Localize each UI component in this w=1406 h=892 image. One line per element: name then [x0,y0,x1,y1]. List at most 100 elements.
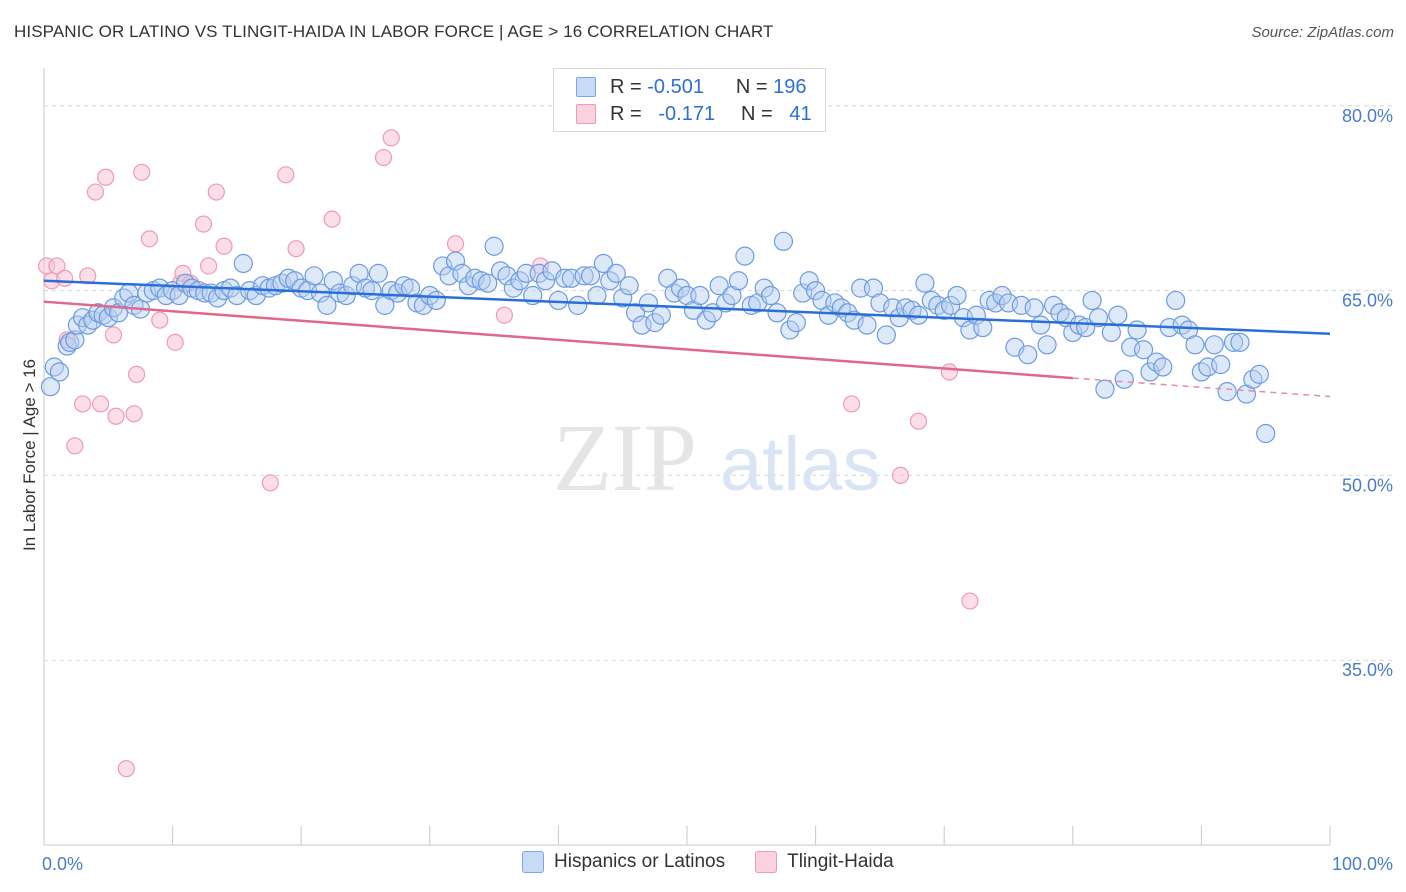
hispanic-point [233,253,253,274]
tlingit-point [125,405,143,423]
grid-lines [44,105,1394,661]
series-hispanics [40,231,1276,444]
tlingit-point [940,363,958,381]
hispanic-point [336,285,356,306]
hispanic-point [1191,362,1212,382]
hispanic-point [1172,315,1192,335]
hispanic-point [1204,335,1224,355]
hispanic-point [1024,298,1044,318]
source-label: Source: ZipAtlas.com [1251,24,1394,41]
hispanic-point [65,330,85,350]
hispanic-point [696,310,716,330]
series-legend: Hispanics or Latinos Tlingit-Haida [522,851,924,873]
hispanic-point [947,285,967,306]
tlingit-point [200,257,218,275]
hispanic-point [1223,332,1244,352]
hispanic-point [934,300,954,320]
hispanic-point [1140,362,1160,382]
legend-n-label: N = [735,75,768,98]
hispanic-point [510,271,530,291]
trend-lines [43,279,1331,398]
hispanic-point [445,251,466,271]
hispanic-point [1211,354,1231,375]
hispanic-point [773,231,794,251]
hispanic-point [1153,357,1173,377]
hispanic-point [973,317,993,338]
legend-row-tlingit: R = -0.171 N = 41 [576,101,812,127]
hispanic-point [754,278,774,298]
chart-title: HISPANIC OR LATINO VS TLINGIT-HAIDA IN L… [14,22,774,41]
legend-swatch-hispanics [576,77,596,97]
hispanic-point [735,246,755,266]
hispanic-point [799,271,819,291]
hispanic-point [484,236,504,256]
series-tlingit-haida [37,129,979,778]
hispanic-point [921,290,941,311]
tlingit-point [140,230,159,248]
legend-row-hispanics: R = -0.501 N = 196 [576,74,807,100]
legend-n-value: 196 [773,75,807,98]
tlingit-point [48,257,66,275]
hispanic-point [1082,290,1102,311]
hispanic-point [1095,379,1115,399]
hispanic-point [625,303,646,323]
hispanic-point [844,310,864,330]
hispanic-point [767,303,787,323]
hispanic-point [568,295,588,315]
legend-swatch-tlingit [576,104,596,124]
hispanic-point [825,293,845,313]
hispanic-point [1146,352,1166,372]
hispanic-point [876,325,896,345]
hispanic-point [613,288,633,308]
legend-label-hispanics: Hispanics or Latinos [554,851,726,872]
tlingit-point [961,592,979,610]
tlingit-point [151,311,169,329]
hispanic-point [600,271,620,291]
hispanic-point [709,276,729,296]
trend-line-hispanics [43,279,1331,335]
legend-item-hispanics: Hispanics or Latinos [522,851,725,873]
tlingit-point [194,215,213,233]
legend-r-label: R = [610,75,642,98]
trend-line-tlingit-projection [1072,377,1331,398]
hispanic-point [780,320,800,340]
hispanic-point [805,281,826,301]
hispanic-point [497,266,517,286]
hispanic-point [760,285,781,306]
axes [43,68,1331,846]
tlingit-point [107,407,125,425]
tlingit-point [207,183,225,201]
tlingit-point [287,240,305,258]
tick-labels: 80.0% 65.0% 50.0% 35.0% 0.0% 100.0% [42,106,1393,874]
hispanic-point [317,295,337,315]
y-tick-label: 50.0% [1342,475,1393,495]
hispanic-point [1166,290,1186,311]
legend-r-value: -0.171 [658,102,716,125]
hispanic-point [88,303,108,323]
legend-swatch-tlingit [755,851,778,873]
hispanic-point [458,276,478,296]
hispanic-point [1031,315,1051,335]
legend-r-label: R = [610,102,642,125]
tlingit-point [277,166,295,184]
hispanic-point [941,295,961,315]
legend-label-tlingit: Tlingit-Haida [787,851,894,872]
legend-swatch-hispanics [522,851,544,873]
hispanic-point [580,266,601,286]
hispanic-point [503,278,523,298]
hispanic-point [1018,345,1038,365]
tlingit-point [323,210,341,228]
hispanic-point [49,362,70,382]
hispanic-point [1114,369,1134,389]
hispanic-point [478,273,498,293]
tlingit-point [91,395,110,413]
hispanic-point [40,377,61,397]
hispanic-point [915,273,935,293]
hispanic-point [426,290,446,311]
watermark-zip: ZIP [553,404,697,511]
hispanic-point [908,305,929,325]
tlingit-point [843,395,861,413]
legend-n-label: N = [741,102,773,125]
hispanic-point [728,271,749,291]
